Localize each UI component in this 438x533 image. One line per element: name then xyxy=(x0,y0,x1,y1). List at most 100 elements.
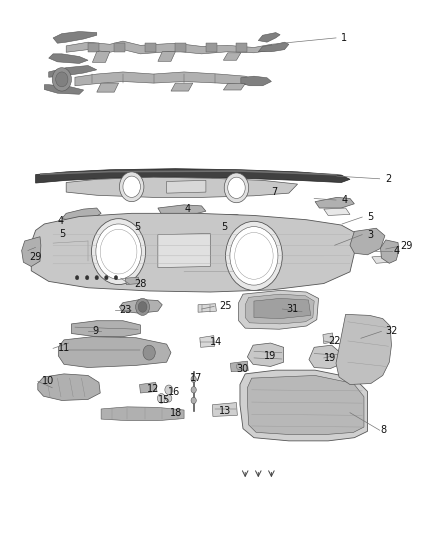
Polygon shape xyxy=(88,43,99,52)
Circle shape xyxy=(75,276,79,280)
Circle shape xyxy=(230,227,278,285)
Text: 31: 31 xyxy=(287,304,299,314)
Polygon shape xyxy=(239,290,318,329)
Circle shape xyxy=(123,176,141,197)
Text: 3: 3 xyxy=(367,230,374,240)
Text: 32: 32 xyxy=(386,326,398,336)
Polygon shape xyxy=(140,382,157,393)
Polygon shape xyxy=(237,43,247,52)
Circle shape xyxy=(114,276,118,280)
Polygon shape xyxy=(120,300,162,313)
Polygon shape xyxy=(309,345,339,368)
Text: 4: 4 xyxy=(57,216,64,227)
Circle shape xyxy=(56,72,68,87)
Text: 2: 2 xyxy=(385,174,391,184)
Polygon shape xyxy=(245,294,314,324)
Polygon shape xyxy=(31,213,359,292)
Text: 22: 22 xyxy=(328,336,341,346)
Polygon shape xyxy=(247,375,364,434)
Polygon shape xyxy=(215,214,245,225)
Text: 15: 15 xyxy=(158,395,170,406)
Polygon shape xyxy=(258,33,280,42)
Polygon shape xyxy=(240,370,367,441)
Polygon shape xyxy=(114,43,125,52)
Polygon shape xyxy=(158,205,206,215)
Circle shape xyxy=(228,177,245,198)
Text: 19: 19 xyxy=(324,353,336,363)
Text: 28: 28 xyxy=(134,279,146,289)
Polygon shape xyxy=(171,83,193,91)
Text: 7: 7 xyxy=(272,187,278,197)
Polygon shape xyxy=(66,177,297,197)
Polygon shape xyxy=(71,222,92,228)
Text: 4: 4 xyxy=(341,195,347,205)
Text: 12: 12 xyxy=(147,384,159,394)
Polygon shape xyxy=(35,168,350,183)
Text: 29: 29 xyxy=(400,241,413,251)
Text: 8: 8 xyxy=(381,425,387,435)
Text: 25: 25 xyxy=(219,301,232,311)
Polygon shape xyxy=(372,256,389,263)
Text: 4: 4 xyxy=(394,246,400,255)
Polygon shape xyxy=(381,240,399,263)
Text: 5: 5 xyxy=(367,212,374,222)
Polygon shape xyxy=(71,321,141,337)
Circle shape xyxy=(85,276,89,280)
Polygon shape xyxy=(200,336,215,348)
Polygon shape xyxy=(62,208,101,221)
Circle shape xyxy=(165,385,173,394)
Polygon shape xyxy=(350,228,385,255)
Text: 16: 16 xyxy=(168,387,180,398)
Polygon shape xyxy=(247,343,284,367)
Text: 17: 17 xyxy=(190,373,202,383)
Text: 19: 19 xyxy=(264,351,276,361)
Text: 5: 5 xyxy=(221,222,227,232)
Text: 13: 13 xyxy=(219,406,231,416)
Polygon shape xyxy=(75,72,254,86)
Polygon shape xyxy=(336,314,392,384)
Text: 10: 10 xyxy=(42,376,54,386)
Polygon shape xyxy=(101,407,184,421)
Polygon shape xyxy=(219,224,241,231)
Text: 5: 5 xyxy=(134,222,140,232)
Circle shape xyxy=(95,276,99,280)
Text: 4: 4 xyxy=(184,204,190,214)
Polygon shape xyxy=(166,180,206,193)
Polygon shape xyxy=(145,43,155,52)
Polygon shape xyxy=(53,31,97,43)
Polygon shape xyxy=(241,76,272,86)
Text: 29: 29 xyxy=(29,252,42,262)
Polygon shape xyxy=(125,277,140,285)
Polygon shape xyxy=(212,402,237,416)
Circle shape xyxy=(191,376,196,382)
Text: 1: 1 xyxy=(341,33,347,43)
Polygon shape xyxy=(58,337,171,368)
Circle shape xyxy=(143,345,155,360)
Polygon shape xyxy=(198,304,216,312)
Text: 11: 11 xyxy=(57,343,70,353)
Polygon shape xyxy=(206,43,217,52)
Polygon shape xyxy=(158,233,210,268)
Circle shape xyxy=(191,397,196,403)
Polygon shape xyxy=(315,197,354,208)
Polygon shape xyxy=(158,52,175,61)
Polygon shape xyxy=(44,85,84,94)
Text: 14: 14 xyxy=(210,337,223,347)
Polygon shape xyxy=(38,374,100,400)
Polygon shape xyxy=(97,83,119,92)
Circle shape xyxy=(226,221,283,290)
Polygon shape xyxy=(323,333,333,344)
Circle shape xyxy=(96,224,141,279)
Polygon shape xyxy=(230,361,248,372)
Circle shape xyxy=(166,394,172,402)
Circle shape xyxy=(52,68,71,91)
Polygon shape xyxy=(66,41,276,54)
Text: 5: 5 xyxy=(60,229,66,239)
Polygon shape xyxy=(21,237,41,266)
Polygon shape xyxy=(49,54,88,63)
Text: 30: 30 xyxy=(237,364,249,374)
Polygon shape xyxy=(254,298,311,319)
Text: 18: 18 xyxy=(170,408,182,418)
Polygon shape xyxy=(40,170,337,175)
Circle shape xyxy=(138,302,147,312)
